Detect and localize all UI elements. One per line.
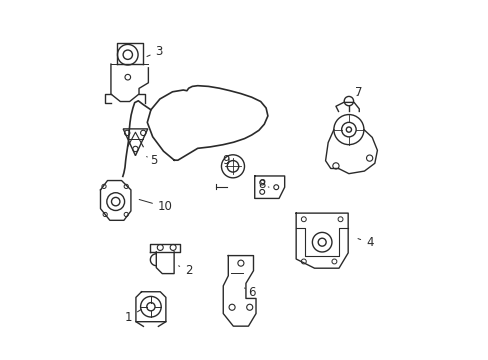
- Text: 6: 6: [244, 286, 255, 299]
- Text: 1: 1: [124, 309, 141, 324]
- Text: 7: 7: [354, 86, 362, 99]
- Text: 9: 9: [222, 154, 229, 167]
- Text: 2: 2: [178, 264, 192, 277]
- Text: 5: 5: [146, 154, 157, 167]
- Text: 3: 3: [147, 45, 163, 58]
- Text: 4: 4: [357, 237, 373, 249]
- Text: 8: 8: [258, 178, 268, 191]
- Text: 10: 10: [139, 199, 172, 213]
